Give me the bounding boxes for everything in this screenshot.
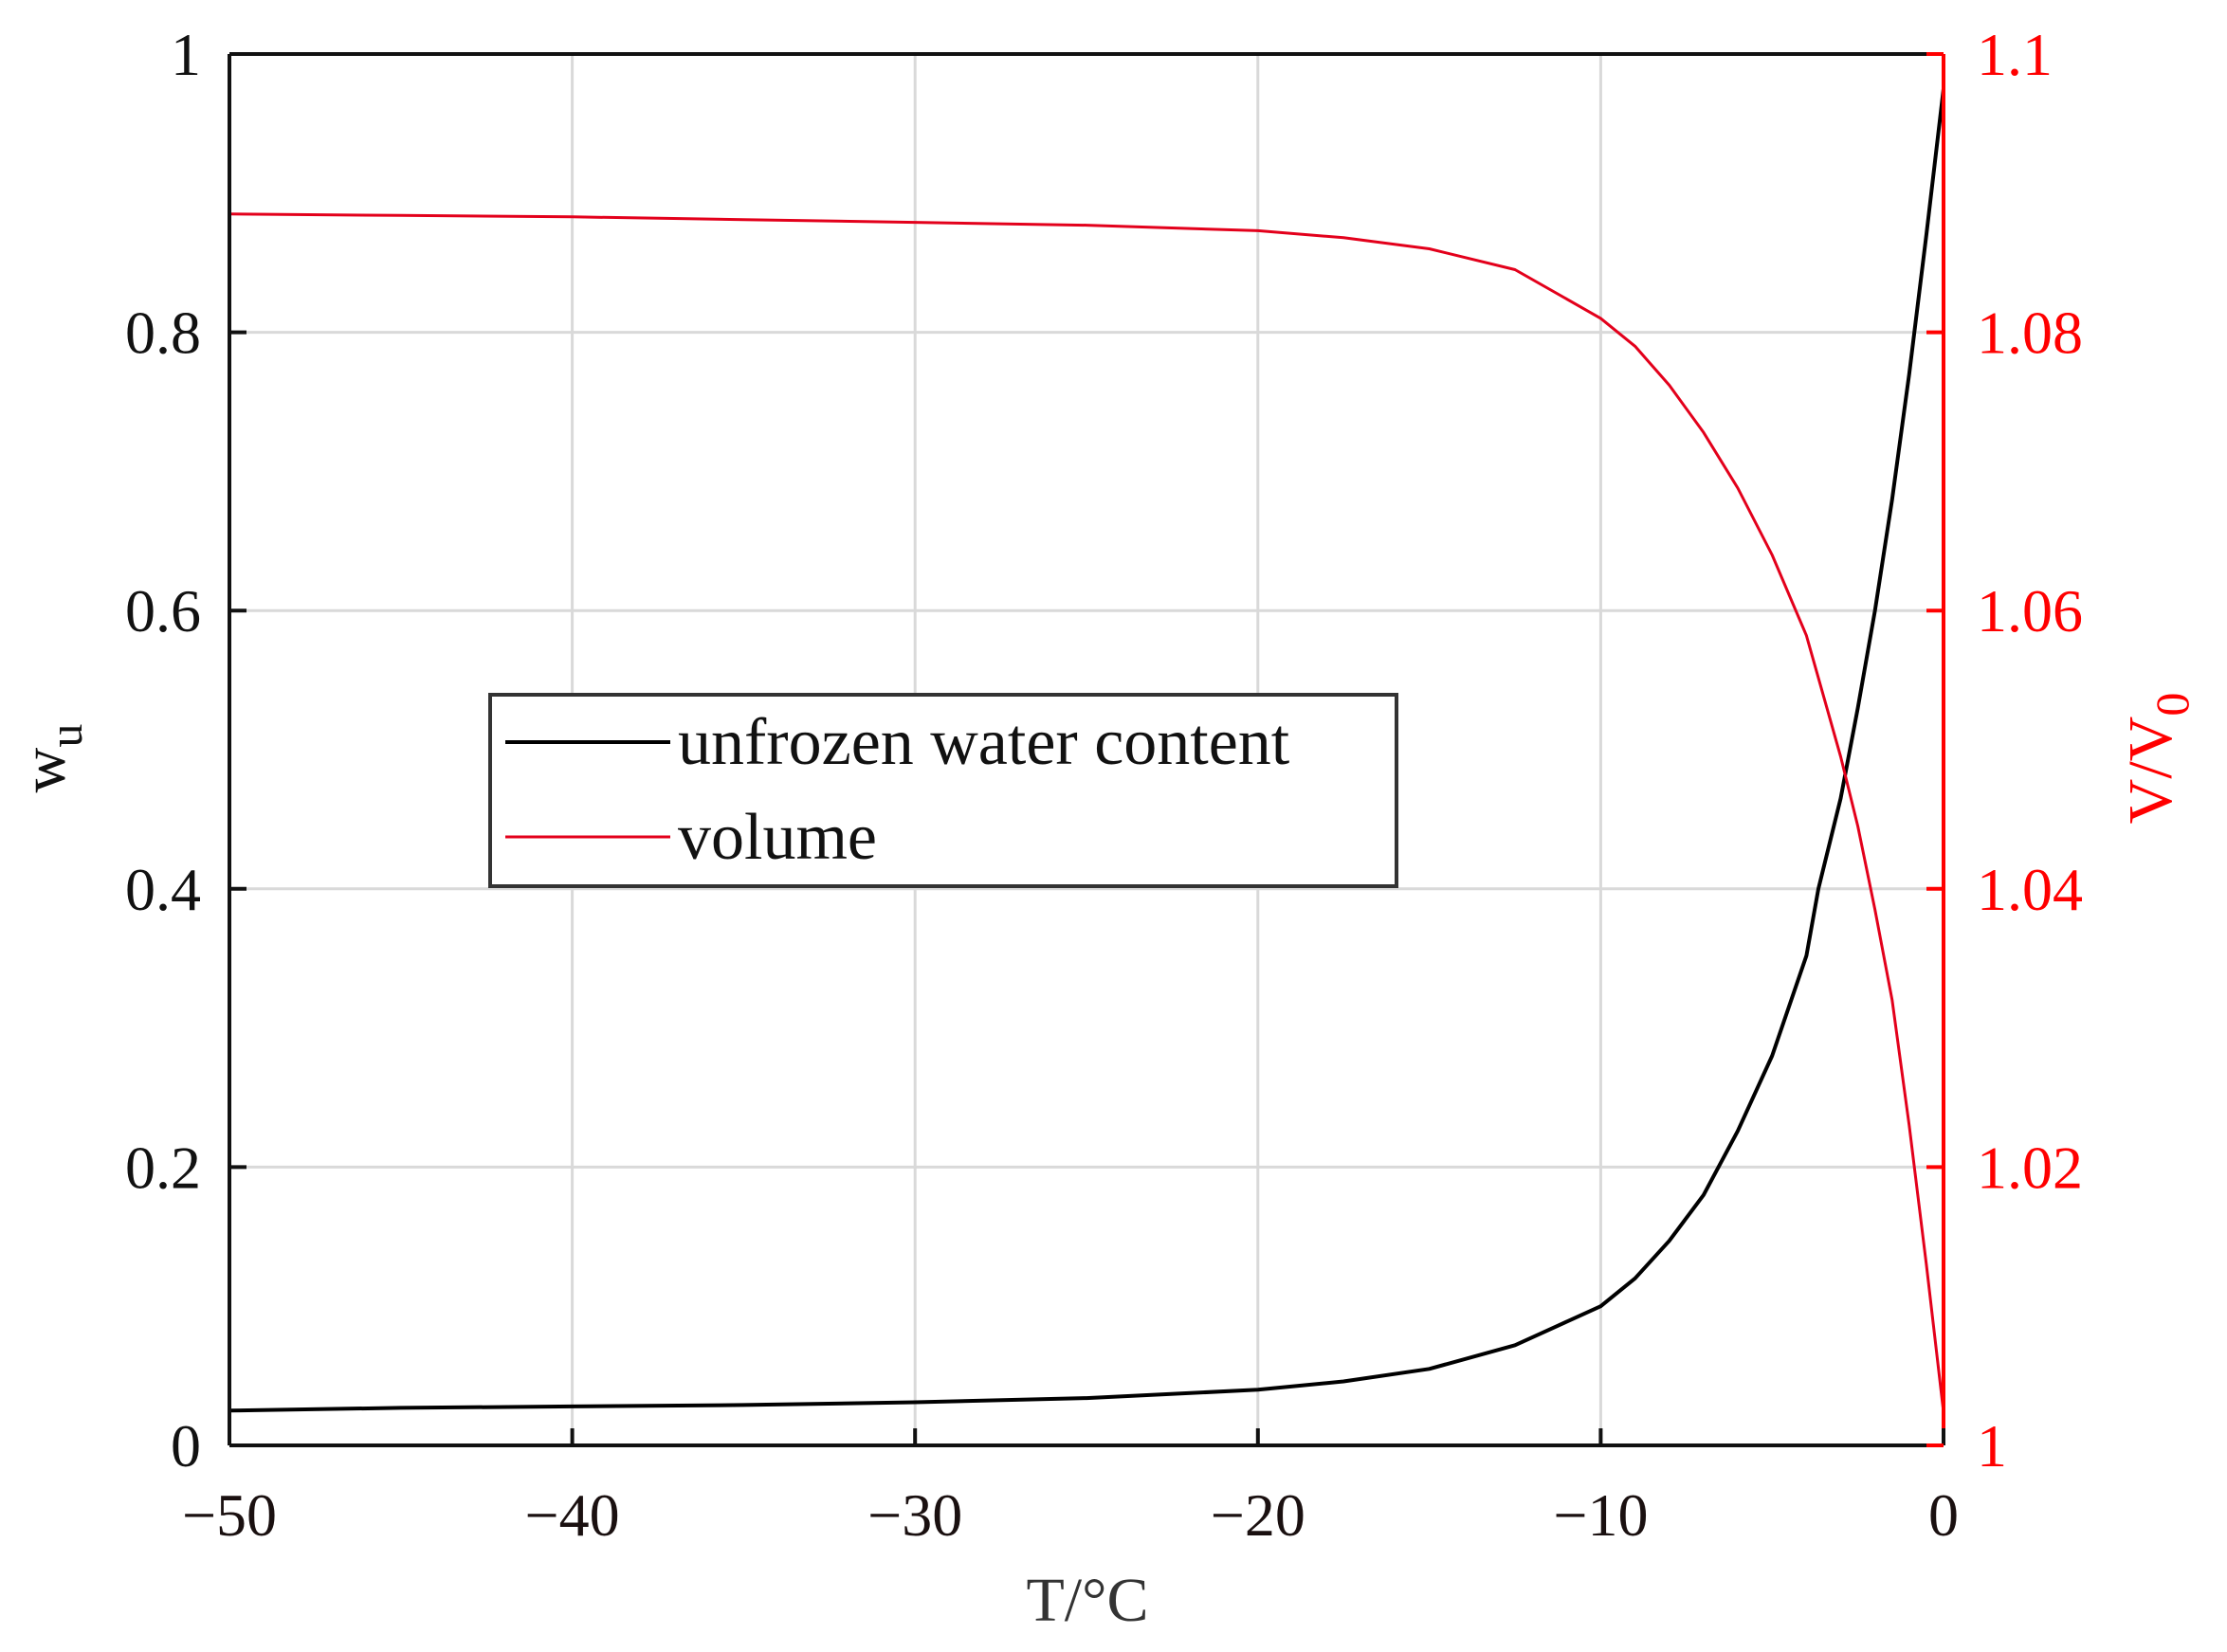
y2-tick-labels: 1 1.02 1.04 1.06 1.08 1.1: [1977, 21, 2083, 1480]
y-tick-label: 0.6: [125, 577, 201, 644]
x-tick-label: −50: [182, 1481, 277, 1549]
x-tick-label: −40: [525, 1481, 620, 1549]
x-tick-label: 0: [1928, 1481, 1959, 1549]
y-tick-labels: 0 0.2 0.4 0.6 0.8 1: [125, 21, 201, 1480]
series-line-volume: [228, 212, 1945, 1412]
x-tick-labels: −50 −40 −30 −20 −10 0: [182, 1481, 1959, 1549]
y2-axis-title-main: V/V: [2116, 717, 2185, 825]
x-axis-title: T/°C: [1026, 1566, 1148, 1635]
y-axis-title-subscript: u: [39, 724, 92, 748]
x-tick-label: −30: [867, 1481, 962, 1549]
y-axis-title: wu: [9, 724, 92, 793]
series-lines: [228, 88, 1945, 1413]
legend-box: [488, 693, 1398, 888]
series-line-unfrozen-water-content: [228, 88, 1945, 1413]
legend-label-volume: volume: [678, 801, 877, 874]
y-tick-label: 1: [171, 21, 201, 88]
y2-tick-label: 1.1: [1977, 21, 2053, 88]
y-tick-label: 0.2: [125, 1134, 201, 1201]
svg-text:wu: wu: [9, 724, 92, 793]
x-tick-label: −10: [1553, 1481, 1648, 1549]
axes: [228, 52, 1945, 1447]
x-tick-label: −20: [1211, 1481, 1305, 1549]
y-axis-title-main: w: [9, 747, 79, 792]
grid-lines: [229, 54, 1944, 1445]
legend-label-unfrozen-water: unfrozen water content: [678, 706, 1290, 779]
legend: unfrozen water content volume: [488, 693, 1398, 888]
y2-tick-label: 1.06: [1977, 577, 2083, 644]
y-tick-label: 0.4: [125, 856, 201, 923]
y-tick-label: 0.8: [125, 300, 201, 367]
y2-tick-label: 1: [1977, 1412, 2007, 1480]
y2-axis-title-subscript: 0: [2145, 693, 2199, 717]
svg-text:V/V0: V/V0: [2116, 693, 2199, 825]
y2-tick-label: 1.08: [1977, 300, 2083, 367]
y2-axis-title: V/V0: [2116, 693, 2199, 825]
y2-tick-label: 1.02: [1977, 1134, 2083, 1201]
y-tick-label: 0: [171, 1412, 201, 1480]
y2-tick-label: 1.04: [1977, 856, 2083, 923]
